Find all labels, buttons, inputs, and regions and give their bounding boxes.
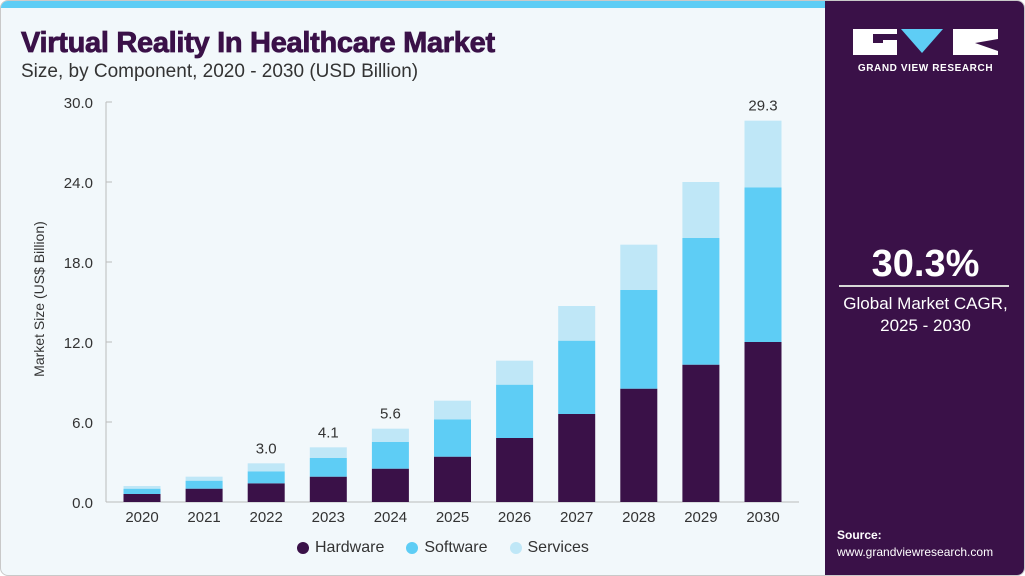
legend-label: Hardware xyxy=(315,539,385,556)
y-tick-label: 30.0 xyxy=(64,95,93,112)
x-tick-label: 2029 xyxy=(684,509,717,526)
legend-label: Software xyxy=(424,539,488,556)
x-tick-label: 2021 xyxy=(187,509,220,526)
x-tick-label: 2025 xyxy=(436,509,469,526)
bar-software-2021 xyxy=(185,480,223,489)
bar-software-2027 xyxy=(558,340,596,414)
bar-hardware-2029 xyxy=(682,364,720,502)
y-tick-label: 6.0 xyxy=(72,415,93,432)
cagr-value: 30.3% xyxy=(871,243,980,285)
bar-services-2024 xyxy=(371,428,409,442)
x-tick-label: 2026 xyxy=(498,509,531,526)
y-tick-label: 12.0 xyxy=(64,335,93,352)
bar-software-2030 xyxy=(744,187,782,342)
bar-software-2022 xyxy=(247,471,285,484)
legend: Hardware Software Services xyxy=(297,539,589,557)
bar-software-2020 xyxy=(123,488,161,494)
source-link[interactable]: www.grandviewresearch.com xyxy=(837,545,994,559)
x-tick-label: 2022 xyxy=(250,509,283,526)
chart-subtitle: Size, by Component, 2020 - 2030 (USD Bil… xyxy=(21,61,419,82)
legend-marker xyxy=(509,542,522,554)
bar-services-2028 xyxy=(620,244,658,290)
bar-hardware-2022 xyxy=(247,483,285,502)
bar-services-2020 xyxy=(123,486,161,489)
data-label: 3.0 xyxy=(256,440,277,457)
x-tick-label: 2024 xyxy=(374,509,407,526)
bar-hardware-2030 xyxy=(744,342,782,502)
bar-software-2028 xyxy=(620,290,658,389)
legend-item-services: Services xyxy=(509,539,589,557)
x-tick-label: 2023 xyxy=(312,509,345,526)
y-tick-label: 24.0 xyxy=(64,175,93,192)
legend-marker xyxy=(297,542,309,554)
x-tick-label: 2020 xyxy=(125,509,158,526)
bar-software-2023 xyxy=(309,458,347,477)
bar-services-2030 xyxy=(744,120,782,188)
chart-title: Virtual Reality In Healthcare Market xyxy=(21,27,496,60)
bar-hardware-2025 xyxy=(434,456,471,502)
cagr-label-line2: 2025 - 2030 xyxy=(880,316,971,335)
logo-text: GRAND VIEW RESEARCH xyxy=(857,63,994,74)
x-tick-label: 2028 xyxy=(622,509,655,526)
data-label: 29.3 xyxy=(748,98,777,115)
bar-hardware-2024 xyxy=(371,468,409,502)
legend-item-software: Software xyxy=(406,539,488,557)
bar-software-2029 xyxy=(682,238,720,365)
divider xyxy=(839,285,1009,287)
source: Source: www.grandviewresearch.com xyxy=(837,527,993,561)
plot-area: 0.0 6.0 12.0 18.0 24.0 30.0 2020 2021 2022 3.0 202… xyxy=(64,95,799,526)
bar-software-2025 xyxy=(434,419,471,457)
cagr-label-line1: Global Market CAGR, xyxy=(843,294,1008,313)
y-tick-label: 18.0 xyxy=(64,255,93,272)
info-sidebar: GRAND VIEW RESEARCH 30.3% Global Market … xyxy=(825,1,1024,575)
bar-hardware-2027 xyxy=(558,414,596,502)
legend-marker xyxy=(406,542,419,554)
top-accent-bar xyxy=(1,1,825,8)
bar-services-2025 xyxy=(434,400,471,420)
bar-services-2021 xyxy=(185,476,223,481)
bar-services-2023 xyxy=(309,447,347,458)
y-tick-label: 0.0 xyxy=(72,495,93,512)
bar-hardware-2023 xyxy=(309,476,347,502)
source-label: Source: xyxy=(837,528,882,542)
bar-services-2022 xyxy=(247,463,285,472)
bar-software-2024 xyxy=(371,442,409,469)
bar-services-2026 xyxy=(496,360,534,385)
data-label: 5.6 xyxy=(380,406,401,423)
cagr-label: Global Market CAGR, 2025 - 2030 xyxy=(825,293,1024,337)
bar-software-2026 xyxy=(496,384,534,438)
bar-hardware-2028 xyxy=(620,388,658,502)
x-tick-label: 2030 xyxy=(746,509,779,526)
legend-item-hardware: Hardware xyxy=(297,539,384,557)
bar-hardware-2026 xyxy=(496,438,534,502)
legend-label: Services xyxy=(527,539,589,556)
data-label: 4.1 xyxy=(318,424,339,441)
bar-services-2029 xyxy=(682,182,720,238)
grand-view-research-logo xyxy=(853,29,998,55)
x-tick-label: 2027 xyxy=(560,509,593,526)
bar-hardware-2020 xyxy=(123,494,161,502)
bar-hardware-2021 xyxy=(185,488,223,502)
bar-services-2027 xyxy=(558,306,596,341)
